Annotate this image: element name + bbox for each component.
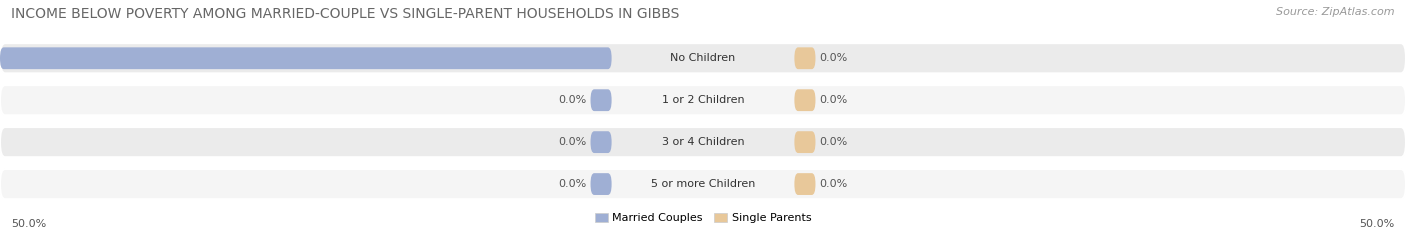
FancyBboxPatch shape xyxy=(0,85,1406,115)
Text: No Children: No Children xyxy=(671,53,735,63)
Text: 50.0%: 50.0% xyxy=(1360,219,1395,229)
FancyBboxPatch shape xyxy=(794,173,815,195)
FancyBboxPatch shape xyxy=(0,169,1406,199)
Text: 50.0%: 50.0% xyxy=(11,219,46,229)
Legend: Married Couples, Single Parents: Married Couples, Single Parents xyxy=(591,208,815,227)
FancyBboxPatch shape xyxy=(0,43,1406,73)
Text: 0.0%: 0.0% xyxy=(820,179,848,189)
Text: 0.0%: 0.0% xyxy=(820,53,848,63)
FancyBboxPatch shape xyxy=(591,173,612,195)
Text: 0.0%: 0.0% xyxy=(558,179,586,189)
FancyBboxPatch shape xyxy=(591,89,612,111)
FancyBboxPatch shape xyxy=(0,127,1406,157)
Text: INCOME BELOW POVERTY AMONG MARRIED-COUPLE VS SINGLE-PARENT HOUSEHOLDS IN GIBBS: INCOME BELOW POVERTY AMONG MARRIED-COUPL… xyxy=(11,7,679,21)
Text: Source: ZipAtlas.com: Source: ZipAtlas.com xyxy=(1277,7,1395,17)
FancyBboxPatch shape xyxy=(591,131,612,153)
Text: 0.0%: 0.0% xyxy=(820,137,848,147)
FancyBboxPatch shape xyxy=(794,47,815,69)
Text: 0.0%: 0.0% xyxy=(558,137,586,147)
FancyBboxPatch shape xyxy=(794,131,815,153)
Text: 5 or more Children: 5 or more Children xyxy=(651,179,755,189)
Text: 0.0%: 0.0% xyxy=(558,95,586,105)
Text: 3 or 4 Children: 3 or 4 Children xyxy=(662,137,744,147)
FancyBboxPatch shape xyxy=(794,89,815,111)
Text: 1 or 2 Children: 1 or 2 Children xyxy=(662,95,744,105)
FancyBboxPatch shape xyxy=(0,47,612,69)
Text: 0.0%: 0.0% xyxy=(820,95,848,105)
